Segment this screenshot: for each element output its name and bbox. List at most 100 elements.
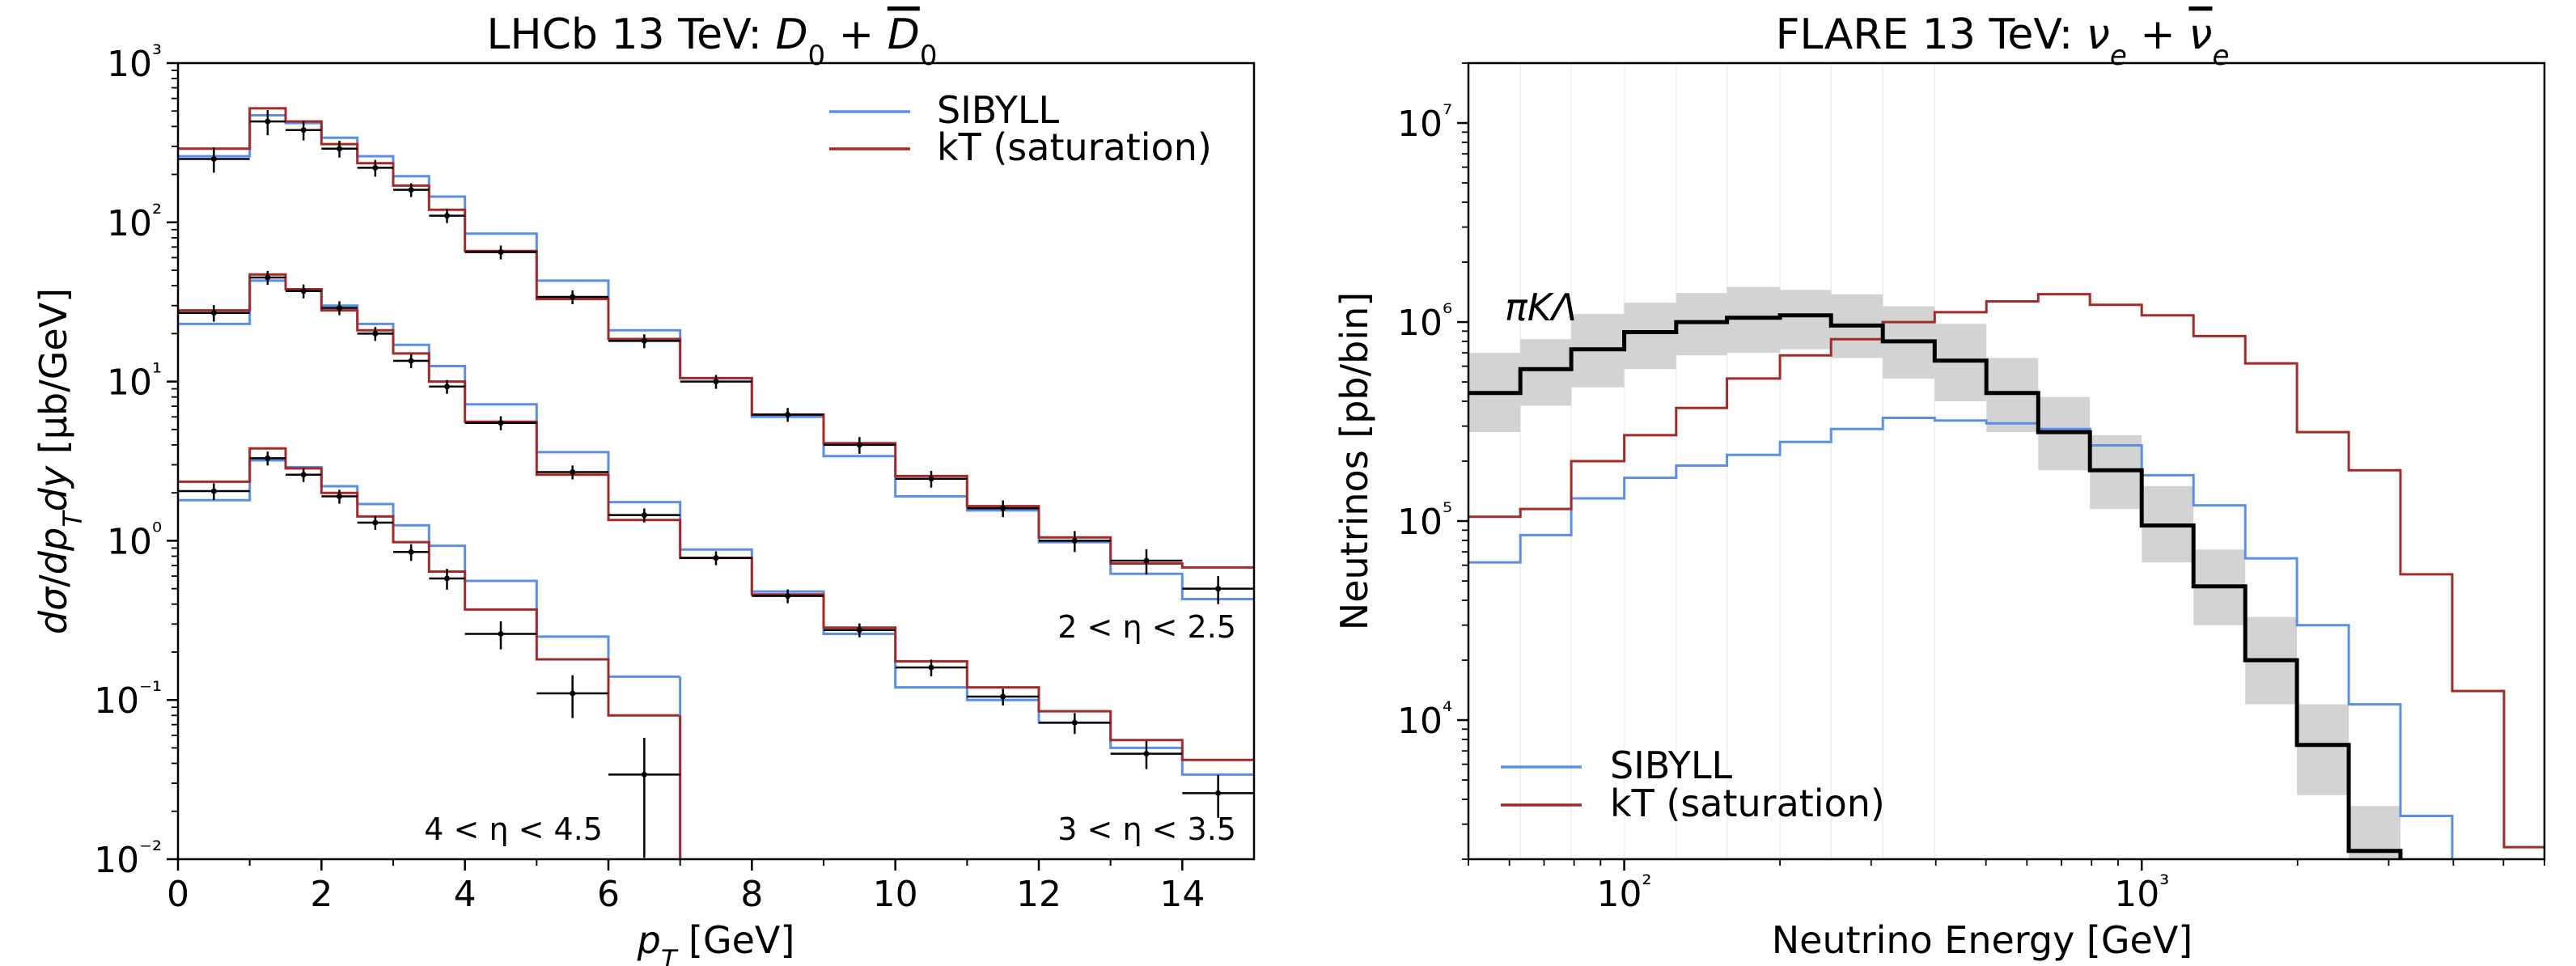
- right-ticks: 10² 10³ 10⁴ 10⁵ 10⁶ 10⁷: [1397, 62, 2545, 916]
- right-plot-area: [1468, 63, 2556, 919]
- left-group-label-1: 2 < η < 2.5: [1057, 609, 1236, 645]
- right-band-bin-5: [1727, 286, 1781, 354]
- left-data-point-g3-1: [265, 455, 271, 461]
- right-title-text: FLARE 13 TeV:: [1776, 11, 2087, 59]
- left-data-point-g3-4: [372, 519, 379, 526]
- left-data-point-g2-11: [785, 593, 791, 600]
- left-x-tick-label-0: 0: [167, 874, 189, 915]
- right-band-bin-18: [2400, 859, 2452, 919]
- left-data-point-g1-14: [1000, 505, 1006, 511]
- left-data-point-g1-2: [300, 127, 307, 133]
- left-series-sibyll-group-1: [178, 114, 1254, 600]
- left-data-point-g2-12: [856, 627, 862, 633]
- right-y-axis-label: Neutrinos [pb/bin]: [1332, 292, 1376, 630]
- left-data-point-g1-7: [498, 249, 504, 256]
- left-legend-sibyll-label: SIBYLL: [937, 88, 1060, 132]
- right-band-bin-19: [2452, 859, 2504, 919]
- left-y-tick-label-3: 10³: [107, 40, 162, 86]
- right-band-bin-20: [2504, 859, 2556, 919]
- left-series-sibyll-group-2: [178, 279, 1254, 776]
- right-y-tick-label-4: 10⁴: [1397, 697, 1452, 743]
- left-data-point-g3-0: [210, 488, 217, 494]
- left-data-point-g3-7: [498, 631, 504, 638]
- left-y-tick-label--1: 10⁻¹: [94, 677, 162, 722]
- left-data-point-g2-17: [1215, 790, 1222, 796]
- left-data-point-g2-6: [444, 383, 450, 390]
- left-data-point-g2-3: [337, 305, 342, 311]
- right-y-tick-label-7: 10⁷: [1397, 100, 1452, 146]
- right-series-sibyll: [1468, 417, 2454, 859]
- right-y-tick-label-6: 10⁶: [1397, 299, 1452, 345]
- left-data-point-g1-10: [713, 379, 719, 385]
- right-band-bin-6: [1780, 290, 1832, 350]
- left-axes-frame: [176, 61, 1256, 861]
- left-plot-area: [178, 107, 1254, 859]
- right-y-tick-label-5: 10⁵: [1397, 498, 1452, 544]
- left-data-point-g2-9: [641, 512, 647, 519]
- left-data-point-g1-9: [641, 337, 647, 344]
- left-data-point-g1-3: [337, 146, 342, 152]
- left-panel-title: LHCb 13 TeV: D0 + D0: [487, 11, 938, 72]
- left-group-label-3: 4 < η < 4.5: [424, 811, 603, 847]
- left-x-tick-label-2: 2: [310, 874, 333, 915]
- left-ylabel-unit: [μb/GeV]: [32, 288, 75, 454]
- left-data-point-g1-15: [1071, 537, 1078, 544]
- left-y-axis-label: dσ/dpTdy [μb/GeV]: [32, 288, 88, 634]
- left-data-point-g2-2: [300, 288, 307, 294]
- left-data-point-g2-14: [1000, 693, 1006, 700]
- left-data-point-g1-0: [210, 155, 217, 162]
- left-y-tick-label-2: 10²: [107, 199, 162, 244]
- left-y-tick-label-1: 10¹: [107, 358, 162, 404]
- left-data-point-g3-9: [641, 771, 647, 777]
- left-title-text: LHCb 13 TeV:: [487, 11, 776, 59]
- left-x-tick-label-4: 4: [454, 874, 477, 915]
- left-data-point-g2-8: [570, 469, 576, 476]
- left-group-label-2: 3 < η < 3.5: [1057, 811, 1236, 847]
- right-annotation-piKLambda: πKΛ: [1505, 286, 1577, 329]
- left-data-point-g3-5: [408, 549, 414, 555]
- left-series-kt-group-3: [178, 447, 680, 717]
- right-series-piKLambda: [1468, 313, 2403, 859]
- left-data-point-g2-5: [408, 358, 414, 364]
- left-xlabel-unit: [GeV]: [688, 918, 794, 962]
- right-legend-kt-label: kT (saturation): [1610, 782, 1885, 825]
- left-data-point-g3-3: [337, 494, 342, 500]
- right-legend: SIBYLL kT (saturation): [1501, 744, 1885, 825]
- left-data-point-g2-13: [928, 664, 934, 671]
- right-legend-sibyll-label: SIBYLL: [1610, 744, 1733, 787]
- left-data-point-g3-2: [300, 472, 307, 478]
- left-panel: LHCb 13 TeV: D0 + D0 0 2 4 6 8 10 12 14 10⁻² 10⁻¹…: [32, 11, 1256, 966]
- left-data-point-g2-10: [713, 555, 719, 561]
- right-panel-title: FLARE 13 TeV: νe + νe: [1776, 11, 2230, 72]
- left-x-tick-label-8: 8: [740, 874, 763, 915]
- right-axes-frame: [1467, 61, 2546, 861]
- left-ticks: 0 2 4 6 8 10 12 14 10⁻² 10⁻¹ 10⁰ 10¹ 10² 10³: [94, 40, 1205, 916]
- left-data-point-g1-12: [856, 442, 862, 448]
- left-data-point-g1-1: [265, 118, 271, 125]
- right-x-tick-label-3: 10³: [2114, 871, 2169, 916]
- right-series-kt: [1468, 293, 2544, 849]
- left-legend: SIBYLL kT (saturation): [829, 88, 1212, 169]
- left-series-kt-group-2: [178, 273, 1254, 761]
- right-band-bin-4: [1676, 293, 1727, 356]
- left-data-point-g1-5: [408, 187, 414, 193]
- left-y-tick-label-0: 10⁰: [107, 518, 162, 563]
- left-data-point-g2-7: [498, 420, 504, 426]
- left-data-point-g1-4: [372, 164, 379, 171]
- right-band-bin-16: [2297, 704, 2349, 795]
- left-y-tick-label--2: 10⁻²: [94, 837, 162, 882]
- left-x-tick-label-14: 14: [1159, 874, 1205, 915]
- left-data-point-g1-13: [928, 476, 934, 482]
- left-data-point-g1-17: [1215, 586, 1222, 592]
- left-data-point-g3-8: [570, 690, 576, 697]
- right-band-bin-1: [1520, 339, 1572, 406]
- left-data-point-g2-15: [1071, 719, 1078, 726]
- left-data-point-g3-6: [444, 575, 450, 582]
- left-legend-kt-label: kT (saturation): [937, 125, 1212, 169]
- left-data-point-g2-0: [210, 310, 217, 316]
- left-data-point-g1-8: [570, 294, 576, 300]
- right-plot-clip-group: [1468, 63, 2556, 919]
- left-data-point-g1-6: [444, 213, 450, 219]
- left-data-point-g1-11: [785, 411, 791, 417]
